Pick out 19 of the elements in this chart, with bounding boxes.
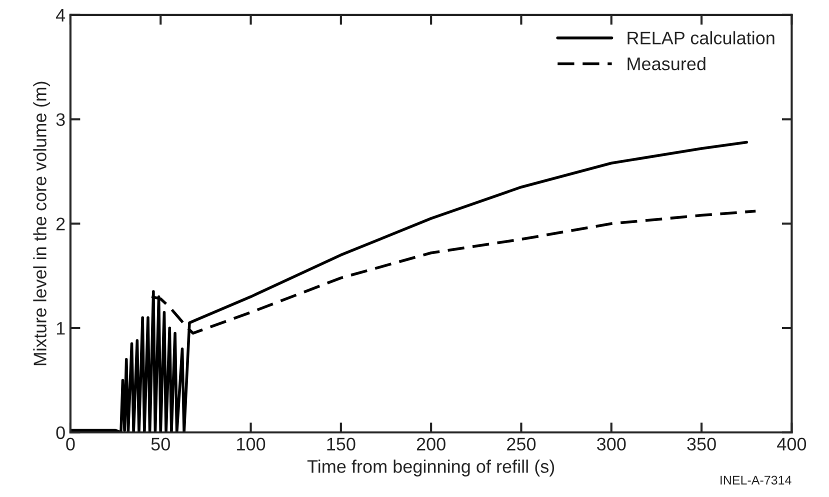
x-tick-label: 150 bbox=[327, 438, 356, 451]
legend-label: Measured bbox=[628, 57, 706, 70]
x-tick-label: 400 bbox=[777, 438, 806, 451]
x-tick-label: 100 bbox=[237, 438, 266, 451]
text: INEL-A-7314 bbox=[720, 476, 792, 485]
y-axis-title: Mixture level in the core volume (m) bbox=[33, 82, 50, 366]
x-axis-title: Time from beginning of refill (s) bbox=[307, 460, 554, 476]
y-tick-label: 0 bbox=[56, 426, 65, 440]
x-tick-label: 200 bbox=[416, 438, 446, 451]
y-tick-label: 4 bbox=[56, 9, 66, 22]
x-tick-label: 250 bbox=[507, 438, 536, 451]
x-tick-label: 350 bbox=[687, 438, 716, 451]
legend-label: RELAP calculation bbox=[628, 31, 774, 44]
x-tick-label: 300 bbox=[597, 438, 626, 451]
y-tick-label: 3 bbox=[56, 113, 65, 126]
x-tick-label: 50 bbox=[151, 438, 170, 451]
x-tick-label: 0 bbox=[66, 438, 75, 451]
y-tick-label: 1 bbox=[56, 322, 65, 335]
y-tick-label: 2 bbox=[56, 218, 65, 230]
